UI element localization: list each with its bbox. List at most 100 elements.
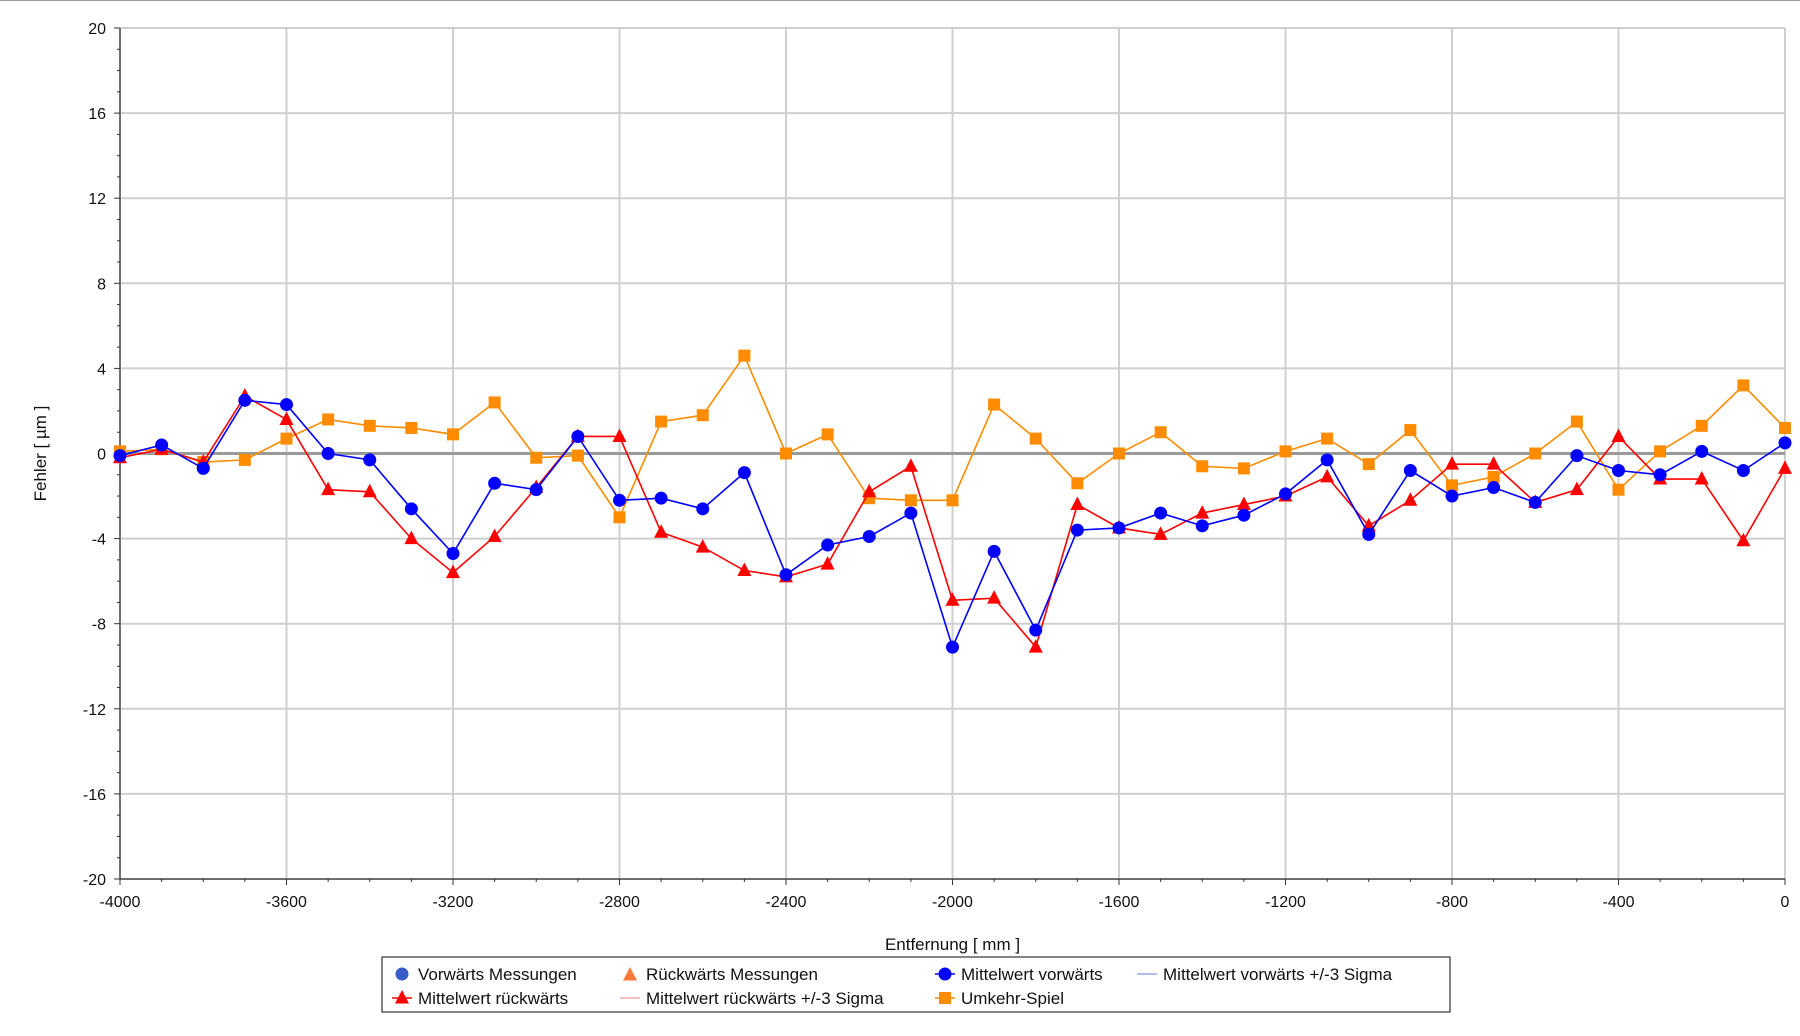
data-point: [780, 447, 792, 460]
data-point: [654, 524, 669, 538]
data-point: [1237, 508, 1251, 522]
top-border-line: [0, 0, 1800, 1]
data-point: [1071, 477, 1084, 490]
data-point: [321, 447, 335, 460]
data-point: [446, 546, 460, 560]
y-tick-label: 20: [88, 21, 106, 38]
data-point: [820, 556, 835, 570]
y-tick-label: 4: [97, 361, 106, 378]
data-point: [862, 529, 876, 543]
data-point: [1570, 415, 1583, 428]
data-point: [987, 590, 1002, 604]
legend-item: Vorwärts Messungen: [395, 965, 577, 984]
data-point: [862, 483, 877, 498]
data-point: [1487, 470, 1500, 483]
legend-symbol: [938, 967, 952, 981]
x-tick-label: 0: [1781, 894, 1790, 911]
legend-symbol: [395, 967, 409, 981]
x-tick-label: -400: [1602, 894, 1634, 911]
data-point: [695, 539, 710, 553]
data-point: [1154, 506, 1168, 520]
data-point: [1653, 468, 1667, 482]
data-point: [1612, 483, 1625, 496]
x-tick-label: -3200: [433, 894, 474, 911]
data-point: [738, 349, 751, 362]
data-point: [196, 461, 210, 475]
data-point: [737, 562, 752, 577]
legend-symbol: [395, 990, 409, 1004]
data-point: [1362, 527, 1376, 541]
legend-label: Mittelwert vorwärts: [961, 965, 1103, 984]
y-tick-label: -4: [92, 532, 106, 549]
data-point: [155, 438, 169, 452]
legend-label: Rückwärts Messungen: [646, 965, 818, 984]
data-point: [1153, 526, 1168, 540]
data-point: [1070, 496, 1085, 511]
series-mittelwert-vorwärts: [113, 393, 1792, 654]
data-point: [1320, 453, 1334, 467]
y-tick-label: -8: [92, 617, 106, 634]
data-point: [946, 640, 959, 654]
data-point: [821, 428, 834, 441]
data-point: [363, 453, 377, 467]
data-point: [1403, 464, 1417, 478]
data-point: [903, 458, 918, 472]
tick-labels: -4000 -3600 -3200 -2800 -2400 -2000 -1600 -1200…: [83, 21, 1790, 911]
data-point: [613, 493, 626, 507]
data-point: [321, 481, 336, 496]
y-tick-label: -20: [83, 872, 106, 889]
data-point: [1279, 445, 1292, 458]
data-point: [1695, 419, 1708, 432]
y-tick-label: 0: [97, 447, 106, 464]
data-point: [1446, 479, 1458, 492]
data-point: [529, 483, 543, 497]
data-point: [1029, 623, 1043, 637]
data-point: [696, 502, 710, 516]
legend: Vorwärts Messungen Rückwärts Messungen Mit…: [381, 956, 1451, 1013]
data-point: [488, 476, 502, 490]
data-point: [322, 413, 335, 426]
data-point: [1070, 523, 1084, 537]
data-point: [571, 429, 585, 443]
data-point: [405, 421, 418, 434]
data-point: [363, 419, 376, 432]
data-point: [737, 466, 751, 480]
data-point: [1611, 428, 1626, 442]
data-point: [1778, 460, 1792, 474]
legend-label: Mittelwert vorwärts +/-3 Sigma: [1163, 965, 1393, 984]
legend-label: Vorwärts Messungen: [418, 965, 577, 984]
data-point: [238, 393, 252, 407]
legend-item: Mittelwert vorwärts +/-3 Sigma: [1137, 965, 1393, 984]
x-tick-label: -800: [1436, 894, 1468, 911]
data-point: [696, 409, 709, 422]
data-point: [113, 449, 127, 463]
data-point: [446, 564, 460, 579]
legend-symbol: [939, 992, 951, 1004]
x-tick-label: -4000: [100, 894, 141, 911]
data-point: [1737, 379, 1750, 392]
data-point: [1404, 424, 1417, 437]
data-point: [1528, 495, 1542, 509]
data-point: [1320, 468, 1335, 483]
y-tick-label: 12: [88, 191, 106, 208]
data-point: [945, 592, 960, 606]
legend-item: Umkehr-Spiel: [935, 989, 1064, 1008]
x-tick-label: -1200: [1265, 894, 1306, 911]
data-point: [1195, 519, 1209, 533]
data-point: [1445, 456, 1459, 470]
data-point: [612, 428, 627, 442]
data-point: [1029, 432, 1042, 445]
data-point: [1236, 496, 1251, 511]
data-point: [904, 494, 917, 507]
data-point: [404, 502, 418, 516]
data-point: [1487, 481, 1501, 495]
legend-symbol: [623, 967, 637, 981]
data-point: [1695, 444, 1709, 458]
legend-label: Mittelwert rückwärts: [418, 989, 568, 1008]
data-point: [1196, 460, 1209, 473]
data-point: [779, 568, 793, 582]
data-point: [1778, 436, 1792, 450]
x-tick-label: -1600: [1099, 894, 1140, 911]
data-point: [487, 528, 502, 542]
